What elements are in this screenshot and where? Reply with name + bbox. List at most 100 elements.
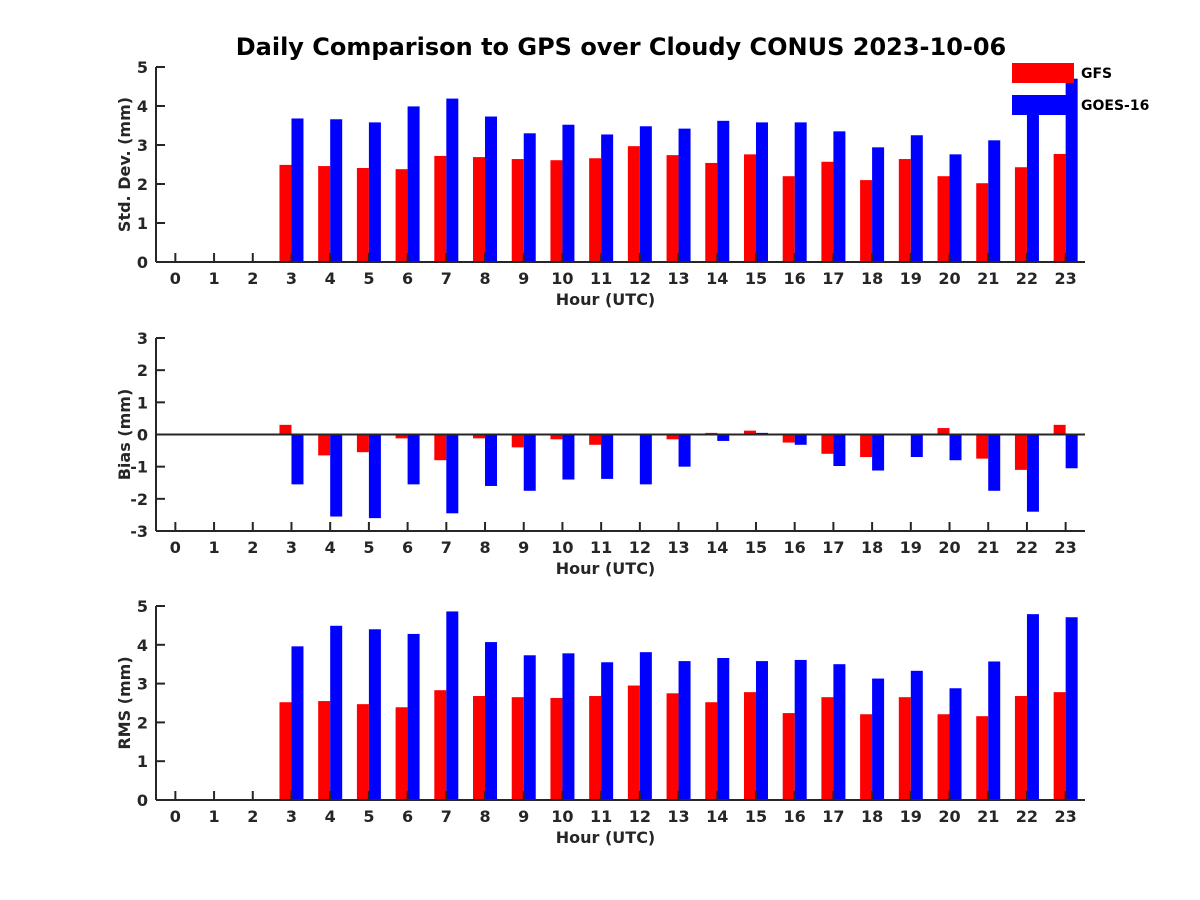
bar-gfs-hour-20 (937, 428, 950, 435)
bar-gfs-hour-15 (743, 430, 756, 435)
bar-goes-16-hour-18 (872, 434, 885, 471)
x-tick-label: 6 (402, 538, 413, 557)
bar-gfs-hour-4 (318, 701, 331, 800)
bar-gfs-hour-12 (627, 685, 640, 800)
bar-gfs-hour-14 (705, 162, 718, 262)
x-axis-label: Hour (UTC) (556, 290, 656, 309)
bar-gfs-hour-12 (627, 146, 640, 262)
x-tick-label: 14 (706, 538, 728, 557)
x-tick-label: 7 (441, 538, 452, 557)
bar-gfs-hour-17 (821, 161, 834, 262)
x-tick-label: 1 (208, 807, 219, 826)
bar-goes-16-hour-23 (1065, 434, 1078, 469)
bar-goes-16-hour-11 (601, 134, 614, 262)
bar-gfs-hour-8 (473, 157, 486, 262)
x-tick-label: 15 (745, 538, 767, 557)
bar-gfs-hour-3 (279, 424, 292, 435)
y-tick-label: 4 (137, 636, 148, 655)
y-tick-label: 1 (137, 393, 148, 412)
bar-gfs-hour-7 (434, 434, 447, 461)
x-tick-label: 19 (900, 538, 922, 557)
x-tick-label: 10 (551, 807, 573, 826)
bar-goes-16-hour-14 (717, 657, 730, 800)
bar-gfs-hour-9 (511, 697, 524, 800)
bar-goes-16-hour-4 (330, 625, 343, 800)
bar-goes-16-hour-23 (1065, 617, 1078, 800)
x-tick-label: 20 (938, 807, 960, 826)
bar-goes-16-hour-6 (407, 633, 420, 800)
bar-goes-16-hour-23 (1065, 78, 1078, 262)
y-tick-label: 5 (137, 597, 148, 616)
bar-gfs-hour-18 (860, 434, 873, 458)
bar-goes-16-hour-5 (368, 122, 381, 262)
x-tick-label: 14 (706, 807, 728, 826)
bar-goes-16-hour-18 (872, 147, 885, 262)
bar-goes-16-hour-7 (446, 98, 459, 262)
bar-goes-16-hour-12 (639, 126, 652, 262)
x-tick-label: 6 (402, 269, 413, 288)
legend-label-gfs: GFS (1081, 66, 1112, 82)
x-tick-label: 17 (822, 269, 844, 288)
x-tick-label: 20 (938, 269, 960, 288)
bar-gfs-hour-16 (782, 176, 795, 262)
x-tick-label: 16 (784, 269, 806, 288)
x-tick-label: 23 (1055, 807, 1077, 826)
x-tick-label: 12 (629, 538, 651, 557)
x-tick-label: 9 (518, 269, 529, 288)
bar-gfs-hour-10 (550, 160, 563, 262)
x-tick-label: 10 (551, 538, 573, 557)
bar-gfs-hour-10 (550, 434, 563, 440)
x-tick-label: 5 (363, 538, 374, 557)
bar-gfs-hour-15 (743, 154, 756, 262)
x-tick-label: 11 (590, 807, 612, 826)
x-tick-label: 2 (247, 269, 258, 288)
x-tick-label: 8 (479, 807, 490, 826)
bar-gfs-hour-23 (1053, 692, 1066, 800)
bar-goes-16-hour-22 (1026, 101, 1039, 262)
bar-goes-16-hour-10 (562, 653, 575, 800)
x-tick-label: 14 (706, 269, 728, 288)
bar-goes-16-hour-3 (291, 434, 304, 485)
bar-goes-16-hour-7 (446, 611, 459, 800)
bar-goes-16-hour-8 (485, 434, 498, 486)
x-tick-label: 4 (325, 269, 336, 288)
bar-gfs-hour-17 (821, 697, 834, 800)
bar-goes-16-hour-14 (717, 434, 730, 441)
x-tick-label: 12 (629, 269, 651, 288)
bar-goes-16-hour-12 (639, 652, 652, 800)
x-tick-label: 19 (900, 269, 922, 288)
bar-gfs-hour-11 (589, 696, 602, 800)
bar-gfs-hour-5 (356, 704, 369, 800)
y-tick-label: 3 (137, 136, 148, 155)
x-tick-label: 12 (629, 807, 651, 826)
x-tick-label: 8 (479, 269, 490, 288)
x-tick-label: 21 (977, 807, 999, 826)
bar-gfs-hour-6 (395, 434, 408, 439)
x-tick-label: 2 (247, 538, 258, 557)
bar-goes-16-hour-16 (794, 122, 807, 262)
bar-gfs-hour-9 (511, 434, 524, 448)
x-tick-label: 20 (938, 538, 960, 557)
x-tick-label: 23 (1055, 538, 1077, 557)
bar-goes-16-hour-18 (872, 678, 885, 800)
x-tick-label: 3 (286, 538, 297, 557)
bar-gfs-hour-22 (1014, 696, 1027, 800)
x-tick-label: 9 (518, 538, 529, 557)
bar-goes-16-hour-7 (446, 434, 459, 514)
x-tick-label: 21 (977, 538, 999, 557)
bar-gfs-hour-19 (898, 159, 911, 262)
bar-goes-16-hour-3 (291, 646, 304, 800)
x-tick-label: 13 (667, 538, 689, 557)
y-tick-label: 5 (137, 58, 148, 77)
bar-gfs-hour-20 (937, 714, 950, 800)
legend-swatch-goes-16 (1012, 95, 1074, 115)
x-tick-label: 22 (1016, 269, 1038, 288)
bar-goes-16-hour-9 (523, 133, 536, 262)
bar-gfs-hour-10 (550, 697, 563, 800)
bar-goes-16-hour-5 (368, 629, 381, 800)
x-tick-label: 2 (247, 807, 258, 826)
y-tick-label: -1 (130, 458, 148, 477)
bar-goes-16-hour-13 (678, 661, 691, 800)
